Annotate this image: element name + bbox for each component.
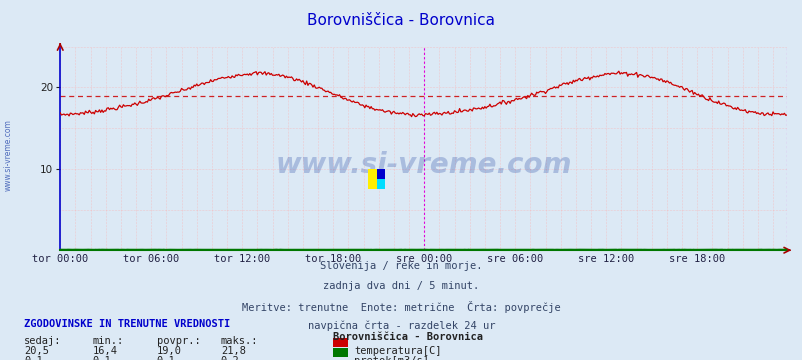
Text: Meritve: trenutne  Enote: metrične  Črta: povprečje: Meritve: trenutne Enote: metrične Črta: …: [242, 301, 560, 312]
Text: Slovenija / reke in morje.: Slovenija / reke in morje.: [320, 261, 482, 271]
Text: Borovniščica - Borovnica: Borovniščica - Borovnica: [333, 332, 483, 342]
Text: 19,0: 19,0: [156, 346, 181, 356]
Text: ZGODOVINSKE IN TRENUTNE VREDNOSTI: ZGODOVINSKE IN TRENUTNE VREDNOSTI: [24, 319, 230, 329]
Text: 0,1: 0,1: [24, 356, 43, 360]
Text: www.si-vreme.com: www.si-vreme.com: [275, 151, 571, 179]
Text: temperatura[C]: temperatura[C]: [354, 346, 441, 356]
Text: 21,8: 21,8: [221, 346, 245, 356]
Text: 0,1: 0,1: [92, 356, 111, 360]
Text: sedaj:: sedaj:: [24, 336, 62, 346]
Text: Borovniščica - Borovnica: Borovniščica - Borovnica: [307, 13, 495, 28]
Polygon shape: [376, 179, 385, 189]
Text: maks.:: maks.:: [221, 336, 258, 346]
Text: www.si-vreme.com: www.si-vreme.com: [3, 119, 13, 191]
Text: povpr.:: povpr.:: [156, 336, 200, 346]
Text: 0,2: 0,2: [221, 356, 239, 360]
Text: zadnja dva dni / 5 minut.: zadnja dva dni / 5 minut.: [323, 281, 479, 291]
Text: min.:: min.:: [92, 336, 124, 346]
Text: 20,5: 20,5: [24, 346, 49, 356]
Text: 16,4: 16,4: [92, 346, 117, 356]
Text: navpična črta - razdelek 24 ur: navpična črta - razdelek 24 ur: [307, 320, 495, 331]
Polygon shape: [367, 169, 376, 189]
Polygon shape: [376, 169, 385, 179]
Text: 0,1: 0,1: [156, 356, 175, 360]
Text: pretok[m3/s]: pretok[m3/s]: [354, 356, 428, 360]
